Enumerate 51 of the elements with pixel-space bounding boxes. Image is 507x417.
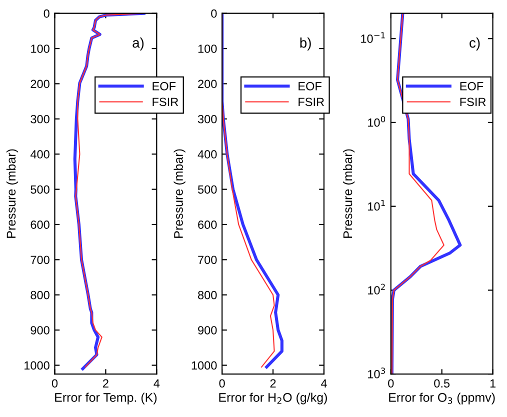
legend-label: EOF: [152, 82, 176, 90]
x-tick-label: 0: [52, 379, 58, 388]
y-tick-label: 700: [198, 256, 217, 264]
y-tick-label: 400: [30, 150, 50, 158]
y-tick-label: 600: [198, 220, 217, 229]
y-tick-label: 1000: [192, 361, 217, 370]
y-tick-label: 100: [198, 44, 217, 53]
y-tick-label: 300: [30, 114, 50, 124]
y-tick-label: 700: [30, 256, 50, 264]
x-tick-label: 0.5: [434, 379, 450, 388]
y-tick-label: 200: [198, 80, 217, 88]
y-axis-title: Pressure (mbar): [174, 149, 186, 238]
legend-label: EOF: [460, 82, 484, 90]
text: FSIR: [298, 98, 324, 106]
x-tick-label: 2: [103, 379, 108, 388]
x-axis-title: Error for Temp. (K): [55, 392, 157, 404]
x-tick-label: 1: [490, 379, 496, 388]
y-tick-label: 800: [198, 290, 217, 300]
y-tick-label: 10$^{1}$: [368, 200, 385, 211]
x-tick-label: 0: [219, 379, 225, 388]
y-axis-title: Pressure (mbar): [6, 149, 18, 238]
y-tick-label: 500: [198, 185, 217, 194]
y-axis-title: Pressure (mbar): [342, 149, 355, 238]
legend-label: FSIR: [460, 98, 486, 106]
y-tick-label: 500: [30, 185, 50, 194]
annotation: a): [132, 38, 144, 50]
text: EOF: [298, 82, 322, 90]
y-tick-label: 10$^{−1}$: [361, 32, 385, 43]
y-tick-label: 0: [211, 9, 217, 18]
y-tick-label: 10$^{3}$: [368, 368, 385, 378]
y-tick-label: 300: [198, 114, 217, 124]
y-tick-label: 400: [198, 150, 217, 158]
x-tick-label: 0: [388, 379, 394, 388]
x-axis-title: Error for H$_{2}$O (g/kg): [219, 392, 327, 404]
y-tick-label: 10$^{2}$: [368, 284, 385, 294]
y-tick-label: 600: [30, 220, 50, 229]
x-tick-label: 4: [154, 379, 160, 388]
annotation: b): [300, 38, 311, 50]
y-tick-label: 900: [30, 326, 50, 334]
y-tick-label: 900: [198, 326, 217, 334]
y-tick-label: 10$^{0}$: [368, 116, 386, 127]
legend-label: FSIR: [152, 98, 178, 106]
x-axis-title: Error for O$_{3}$ (ppmv): [389, 392, 495, 404]
y-tick-label: 0: [44, 9, 50, 18]
y-tick-label: 200: [30, 80, 50, 88]
y-tick-label: 100: [31, 44, 50, 53]
annotation: c): [470, 38, 480, 50]
y-tick-label: 800: [30, 290, 50, 300]
x-tick-label: 2: [270, 379, 276, 388]
y-tick-label: 1000: [24, 361, 50, 370]
x-tick-label: 4: [320, 379, 327, 388]
